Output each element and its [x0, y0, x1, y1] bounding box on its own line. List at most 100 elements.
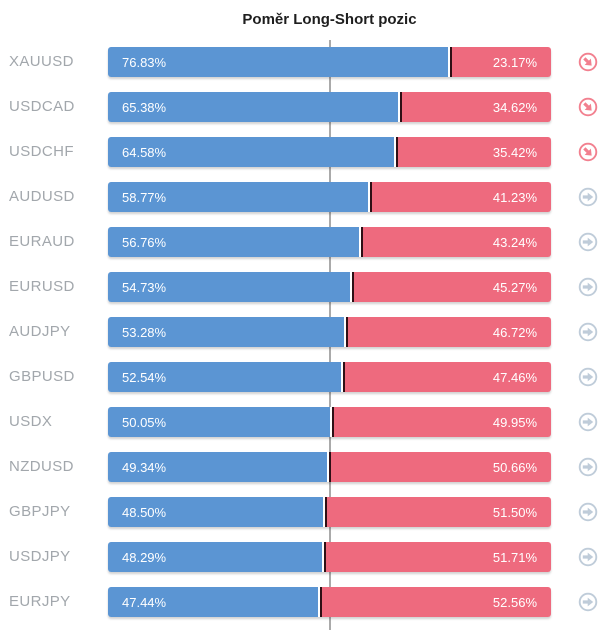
trend-right-circle-icon[interactable]	[578, 547, 598, 567]
page-title: Poměr Long-Short pozic	[242, 11, 417, 28]
table-row: USDJPY 48.29% 51.71%	[0, 542, 611, 572]
bar-separator-white	[359, 227, 362, 257]
short-value: 50.66%	[492, 459, 537, 475]
trend-right-circle-icon[interactable]	[578, 187, 598, 207]
long-bar: 76.83%	[108, 47, 449, 77]
long-bar: 48.50%	[108, 497, 323, 527]
long-value: 49.34%	[122, 459, 167, 475]
short-bar: 50.66%	[330, 452, 551, 482]
table-row: EURJPY 47.44% 52.56%	[0, 587, 611, 617]
short-bar: 47.46%	[344, 362, 551, 392]
trend-right-circle-icon[interactable]	[578, 367, 598, 387]
ratio-bar: 48.29% 51.71%	[108, 542, 551, 572]
long-bar: 64.58%	[108, 137, 395, 167]
long-value: 54.73%	[122, 279, 167, 295]
bar-separator-dark	[399, 92, 402, 122]
long-bar: 48.29%	[108, 542, 322, 572]
symbol-label: USDCHF	[9, 143, 74, 160]
symbol-label: EURJPY	[9, 593, 71, 610]
ratio-bar: 54.73% 45.27%	[108, 272, 551, 302]
bar-separator-white	[397, 92, 400, 122]
ratio-bar: 53.28% 46.72%	[108, 317, 551, 347]
symbol-label: USDCAD	[9, 98, 75, 115]
long-value: 65.38%	[122, 99, 167, 115]
bar-separator-dark	[352, 272, 355, 302]
ratio-bar: 65.38% 34.62%	[108, 92, 551, 122]
trend-right-circle-icon[interactable]	[578, 592, 598, 612]
trend-right-circle-icon[interactable]	[578, 457, 598, 477]
symbol-label: EURAUD	[9, 233, 75, 250]
long-value: 53.28%	[122, 324, 167, 340]
long-bar: 49.34%	[108, 452, 327, 482]
long-value: 50.05%	[122, 414, 167, 430]
trend-right-circle-icon[interactable]	[578, 322, 598, 342]
bar-separator-white	[329, 407, 332, 437]
short-bar: 52.56%	[322, 587, 551, 617]
bar-separator-white	[340, 362, 343, 392]
table-row: XAUUSD 76.83% 23.17%	[0, 47, 611, 77]
long-bar: 56.76%	[108, 227, 360, 257]
symbol-label: GBPJPY	[9, 503, 71, 520]
short-value: 46.72%	[492, 324, 537, 340]
table-row: EURUSD 54.73% 45.27%	[0, 272, 611, 302]
short-bar: 23.17%	[452, 47, 551, 77]
long-bar: 54.73%	[108, 272, 351, 302]
short-bar: 35.42%	[398, 137, 551, 167]
table-row: NZDUSD 49.34% 50.66%	[0, 452, 611, 482]
short-bar: 45.27%	[354, 272, 551, 302]
ratio-bar: 76.83% 23.17%	[108, 47, 551, 77]
long-value: 52.54%	[122, 369, 167, 385]
short-value: 47.46%	[492, 369, 537, 385]
symbol-label: EURUSD	[9, 278, 75, 295]
short-value: 51.71%	[492, 549, 537, 565]
long-value: 58.77%	[122, 189, 167, 205]
long-bar: 47.44%	[108, 587, 319, 617]
short-bar: 43.24%	[363, 227, 551, 257]
trend-right-circle-icon[interactable]	[578, 502, 598, 522]
bar-separator-dark	[396, 137, 399, 167]
ratio-bar: 56.76% 43.24%	[108, 227, 551, 257]
short-value: 23.17%	[492, 54, 537, 70]
bar-separator-dark	[323, 542, 326, 572]
ratio-bar: 64.58% 35.42%	[108, 137, 551, 167]
table-row: USDCAD 65.38% 34.62%	[0, 92, 611, 122]
symbol-label: AUDJPY	[9, 323, 71, 340]
long-bar: 52.54%	[108, 362, 341, 392]
trend-right-circle-icon[interactable]	[578, 412, 598, 432]
long-value: 47.44%	[122, 594, 167, 610]
trend-down-circle-icon[interactable]	[578, 52, 598, 72]
short-value: 51.50%	[492, 504, 537, 520]
bar-separator-white	[322, 497, 325, 527]
short-value: 41.23%	[492, 189, 537, 205]
long-value: 64.58%	[122, 144, 167, 160]
bar-separator-dark	[346, 317, 349, 347]
long-value: 48.29%	[122, 549, 167, 565]
trend-right-circle-icon[interactable]	[578, 277, 598, 297]
bar-separator-dark	[361, 227, 364, 257]
symbol-label: AUDUSD	[9, 188, 75, 205]
long-value: 76.83%	[122, 54, 167, 70]
bar-separator-dark	[324, 497, 327, 527]
bar-separator-dark	[450, 47, 453, 77]
bar-separator-dark	[328, 452, 331, 482]
short-value: 34.62%	[492, 99, 537, 115]
table-row: USDX 50.05% 49.95%	[0, 407, 611, 437]
short-bar: 34.62%	[401, 92, 551, 122]
symbol-label: USDJPY	[9, 548, 71, 565]
bar-separator-white	[448, 47, 451, 77]
trend-down-circle-icon[interactable]	[578, 142, 598, 162]
bar-separator-white	[326, 452, 329, 482]
long-value: 48.50%	[122, 504, 167, 520]
bar-separator-dark	[342, 362, 345, 392]
short-bar: 51.50%	[326, 497, 551, 527]
trend-right-circle-icon[interactable]	[578, 232, 598, 252]
short-value: 43.24%	[492, 234, 537, 250]
bar-separator-white	[344, 317, 347, 347]
ratio-bar: 47.44% 52.56%	[108, 587, 551, 617]
symbol-label: NZDUSD	[9, 458, 74, 475]
ratio-bar: 48.50% 51.50%	[108, 497, 551, 527]
table-row: AUDJPY 53.28% 46.72%	[0, 317, 611, 347]
trend-down-circle-icon[interactable]	[578, 97, 598, 117]
long-bar: 58.77%	[108, 182, 369, 212]
